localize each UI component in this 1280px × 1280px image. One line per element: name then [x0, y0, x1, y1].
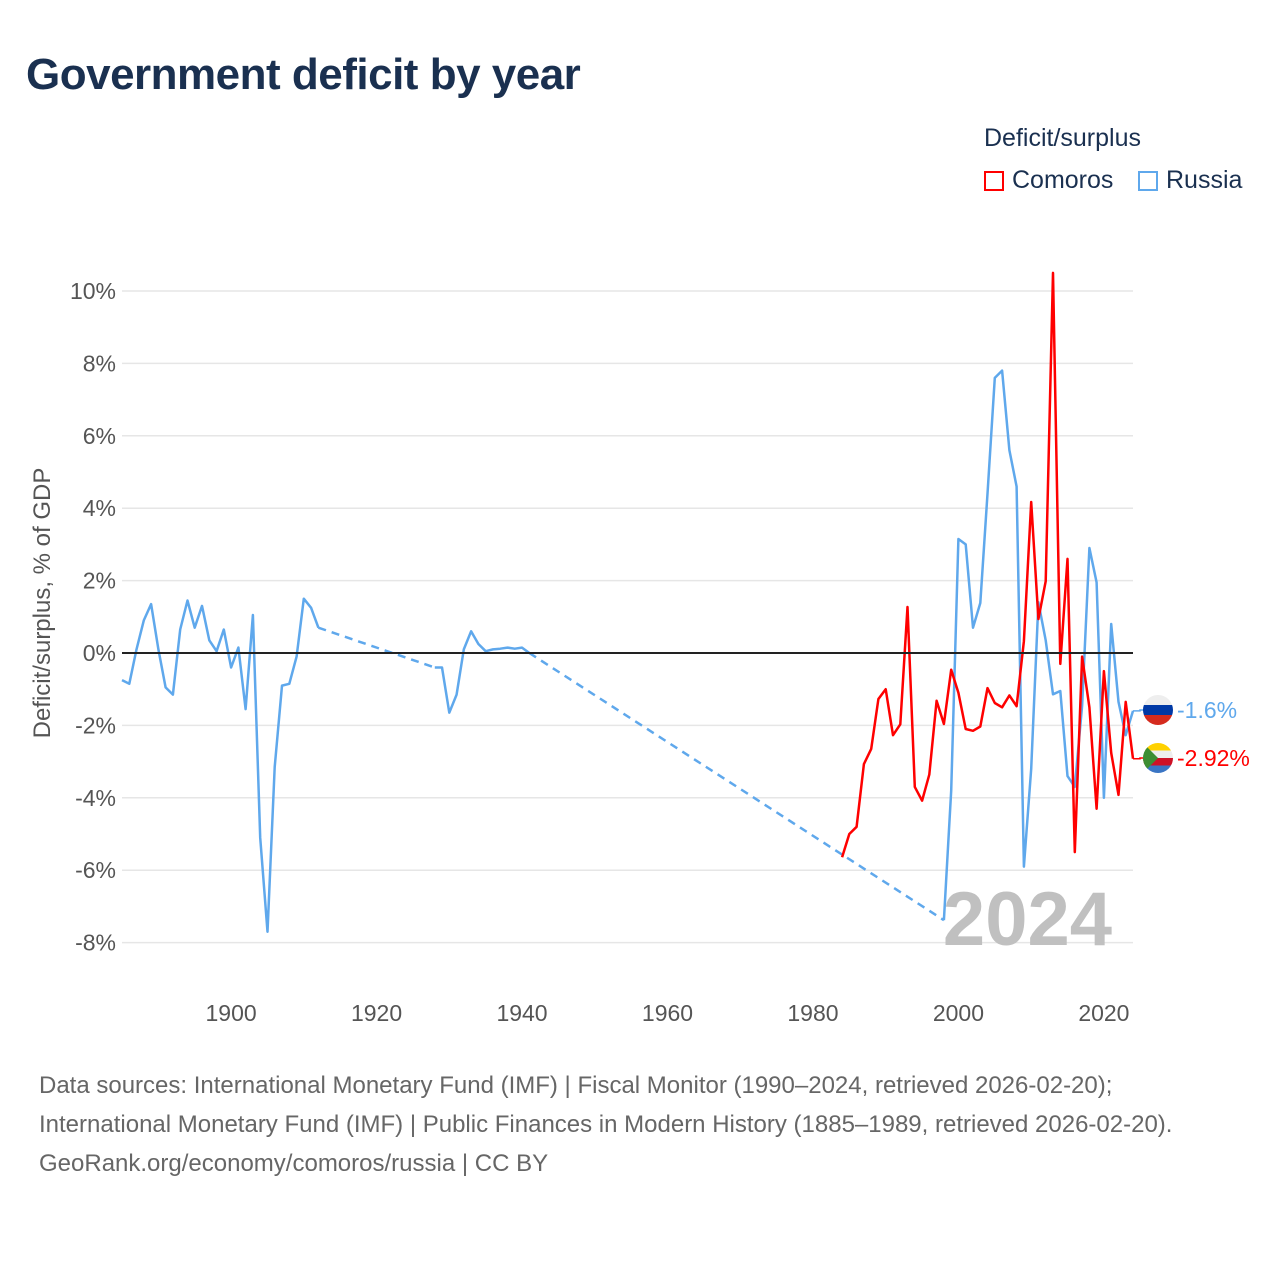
y-tick-label: 10% — [70, 278, 116, 304]
legend-item-russia[interactable]: Russia — [1138, 166, 1242, 195]
y-tick-label: 8% — [83, 350, 116, 376]
x-tick-label: 1980 — [787, 1000, 838, 1026]
legend-swatch-comoros — [984, 170, 1004, 191]
data-sources: Data sources: International Monetary Fun… — [39, 1072, 1173, 1138]
x-tick-label: 2020 — [1078, 1000, 1129, 1026]
legend-title: Deficit/surplus — [984, 124, 1141, 152]
series-gap-russia — [317, 626, 436, 669]
x-tick-label: 2000 — [933, 1000, 984, 1026]
flag-stripe — [1143, 715, 1173, 725]
x-tick-label: 1920 — [351, 1000, 402, 1026]
y-tick-label: -8% — [75, 930, 116, 956]
y-tick-label: 0% — [83, 640, 116, 666]
flag-stripe — [1143, 765, 1173, 773]
y-tick-label: 4% — [83, 495, 116, 521]
legend-label: Russia — [1166, 166, 1243, 194]
y-axis-label: Deficit/surplus, % of GDP — [29, 468, 56, 739]
flag-stripe — [1143, 695, 1173, 705]
chart-title: Government deficit by year — [26, 50, 581, 99]
series-line-comoros — [840, 271, 1135, 858]
flag-body — [1143, 695, 1173, 725]
y-tick-label: 2% — [83, 568, 116, 594]
flag-stripe — [1143, 743, 1173, 751]
series-line-russia — [942, 369, 1135, 921]
y-tick-label: -6% — [75, 857, 116, 883]
series-gap-russia — [528, 651, 945, 922]
end-value-label: -1.6% — [1177, 697, 1237, 723]
legend-swatch-russia — [1138, 170, 1158, 191]
line-chart: 10% 8% 6% 4% 2% 0% -2% -4% -6% -8% 1900 1920 1940 196… — [29, 271, 1250, 1026]
flag-stripe — [1143, 705, 1173, 715]
y-tick-label: 6% — [83, 423, 116, 449]
x-tick-label: 1900 — [206, 1000, 257, 1026]
series-line-russia — [121, 597, 320, 933]
y-tick-label: -2% — [75, 712, 116, 738]
year-watermark: 2024 — [943, 877, 1112, 962]
series-line-russia — [434, 630, 531, 714]
x-tick-label: 1960 — [642, 1000, 693, 1026]
legend-label: Comoros — [1012, 166, 1114, 194]
legend-item-comoros[interactable]: Comoros — [984, 166, 1113, 195]
flag-body — [1143, 743, 1173, 773]
flag-russia-icon — [1143, 695, 1173, 725]
flag-comoros-icon — [1143, 743, 1173, 773]
flag-stripe — [1143, 758, 1173, 766]
end-value-label: -2.92% — [1177, 745, 1250, 771]
flag-triangle — [1143, 743, 1158, 773]
credit-link[interactable]: GeoRank.org/economy/comoros/russia | CC … — [39, 1150, 549, 1177]
x-tick-label: 1940 — [496, 1000, 547, 1026]
footer: Data sources: International Monetary Fun… — [39, 1066, 1239, 1183]
y-tick-label: -4% — [75, 785, 116, 811]
flag-stripe — [1143, 750, 1173, 758]
